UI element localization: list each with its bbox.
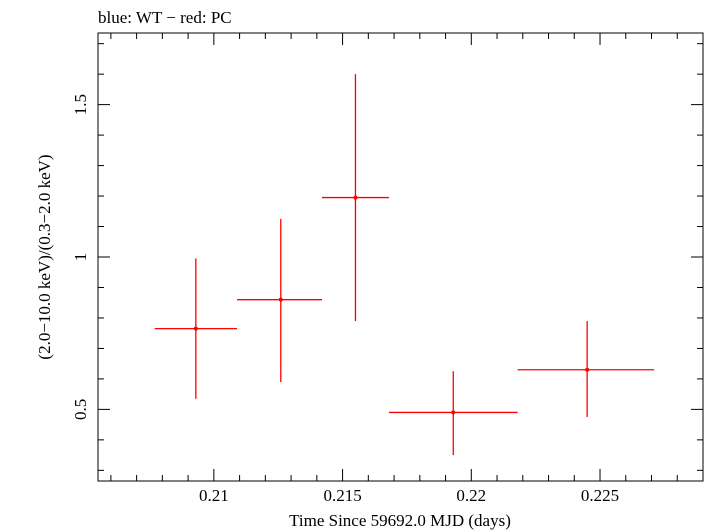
- x-tick-label: 0.225: [581, 486, 619, 505]
- y-axis-label: (2.0−10.0 keV)/(0.3−2.0 keV): [35, 154, 54, 359]
- data-marker: [451, 410, 456, 415]
- y-tick-label: 1.5: [71, 94, 90, 115]
- x-axis-label: Time Since 59692.0 MJD (days): [289, 511, 511, 530]
- x-tick-label: 0.22: [456, 486, 486, 505]
- data-marker: [353, 195, 358, 200]
- data-series: [154, 74, 655, 456]
- data-point: [388, 371, 518, 456]
- chart-title: blue: WT − red: PC: [98, 8, 232, 27]
- y-tick-label: 0.5: [71, 399, 90, 420]
- x-tick-label: 0.21: [199, 486, 229, 505]
- data-point: [517, 321, 655, 417]
- x-axis-ticks: 0.21 0.215 0.22 0.225: [110, 33, 704, 505]
- data-point: [154, 258, 238, 399]
- y-tick-label: 1: [71, 253, 90, 262]
- data-marker: [193, 326, 198, 331]
- y-axis-ticks: 0.5 1 1.5: [71, 43, 703, 471]
- data-point: [237, 218, 322, 382]
- x-tick-label: 0.215: [323, 486, 361, 505]
- data-marker: [585, 367, 590, 372]
- data-point: [321, 74, 389, 321]
- plot-frame: [97, 32, 704, 482]
- data-marker: [278, 297, 283, 302]
